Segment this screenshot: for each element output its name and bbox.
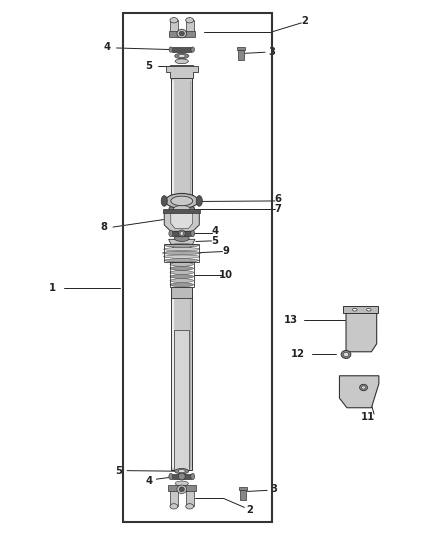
Text: 13: 13 xyxy=(284,315,298,325)
Ellipse shape xyxy=(175,469,189,474)
Text: 5: 5 xyxy=(145,61,152,71)
Bar xyxy=(240,490,246,500)
Polygon shape xyxy=(166,66,198,78)
Ellipse shape xyxy=(175,481,188,486)
Ellipse shape xyxy=(362,386,365,389)
Bar xyxy=(170,65,193,72)
Ellipse shape xyxy=(173,206,190,213)
Ellipse shape xyxy=(169,473,173,480)
Ellipse shape xyxy=(175,59,188,64)
Ellipse shape xyxy=(180,231,184,235)
Text: 4: 4 xyxy=(211,227,218,236)
Bar xyxy=(164,244,199,262)
Text: 7: 7 xyxy=(275,205,282,214)
Ellipse shape xyxy=(170,266,194,270)
Ellipse shape xyxy=(170,283,194,287)
Ellipse shape xyxy=(191,47,194,52)
Ellipse shape xyxy=(343,352,349,357)
Ellipse shape xyxy=(170,279,194,282)
Text: 4: 4 xyxy=(104,42,111,52)
Ellipse shape xyxy=(186,18,194,23)
Ellipse shape xyxy=(165,259,199,262)
Ellipse shape xyxy=(178,470,185,473)
Ellipse shape xyxy=(177,485,187,494)
Ellipse shape xyxy=(179,487,184,491)
Text: 9: 9 xyxy=(222,246,229,255)
Polygon shape xyxy=(346,309,377,352)
Ellipse shape xyxy=(196,196,202,206)
Ellipse shape xyxy=(175,53,189,59)
Bar xyxy=(163,209,200,213)
Ellipse shape xyxy=(169,204,194,214)
Ellipse shape xyxy=(171,196,193,206)
Ellipse shape xyxy=(165,244,199,247)
Text: 8: 8 xyxy=(101,222,108,232)
Ellipse shape xyxy=(186,504,194,509)
Ellipse shape xyxy=(178,473,185,480)
Bar xyxy=(172,47,191,52)
Ellipse shape xyxy=(178,54,185,58)
Ellipse shape xyxy=(170,274,194,278)
Text: 2: 2 xyxy=(246,505,253,515)
Bar xyxy=(237,47,245,50)
Bar xyxy=(170,490,178,506)
Ellipse shape xyxy=(191,473,195,480)
Ellipse shape xyxy=(177,29,187,38)
Text: 12: 12 xyxy=(291,349,305,359)
Bar xyxy=(172,474,191,479)
Bar xyxy=(171,287,192,298)
Ellipse shape xyxy=(162,251,201,255)
Bar xyxy=(239,487,247,490)
Ellipse shape xyxy=(161,196,167,206)
Ellipse shape xyxy=(165,193,198,208)
Text: 5: 5 xyxy=(211,236,218,246)
Bar xyxy=(171,78,192,203)
Bar xyxy=(171,288,192,470)
Text: 4: 4 xyxy=(145,477,152,486)
Ellipse shape xyxy=(170,504,178,509)
Bar xyxy=(168,485,196,491)
Ellipse shape xyxy=(164,247,200,251)
Ellipse shape xyxy=(170,271,194,274)
Bar xyxy=(170,20,178,32)
Ellipse shape xyxy=(341,351,351,358)
Text: 3: 3 xyxy=(270,484,277,494)
Ellipse shape xyxy=(179,31,184,36)
Ellipse shape xyxy=(367,308,371,311)
Ellipse shape xyxy=(353,308,357,311)
Ellipse shape xyxy=(191,230,195,237)
Ellipse shape xyxy=(174,235,189,241)
Bar xyxy=(170,262,194,287)
Text: 2: 2 xyxy=(301,17,308,26)
Text: 11: 11 xyxy=(361,412,375,422)
Bar xyxy=(174,330,189,470)
Ellipse shape xyxy=(169,230,173,237)
Bar xyxy=(186,20,194,32)
Polygon shape xyxy=(169,239,195,250)
Ellipse shape xyxy=(164,255,200,259)
Ellipse shape xyxy=(170,262,194,266)
Ellipse shape xyxy=(170,18,178,23)
Ellipse shape xyxy=(169,47,173,52)
Bar xyxy=(186,490,194,506)
Ellipse shape xyxy=(178,230,185,237)
Bar xyxy=(343,306,378,313)
Polygon shape xyxy=(171,211,193,229)
Text: 1: 1 xyxy=(49,283,56,293)
Polygon shape xyxy=(164,211,199,231)
Ellipse shape xyxy=(360,384,367,391)
Text: 5: 5 xyxy=(115,466,122,475)
Bar xyxy=(238,50,244,60)
Text: 3: 3 xyxy=(268,47,275,57)
Bar xyxy=(169,31,195,37)
Bar xyxy=(172,231,191,236)
Text: 10: 10 xyxy=(219,270,233,280)
Bar xyxy=(123,13,272,522)
Polygon shape xyxy=(339,376,379,408)
Text: 6: 6 xyxy=(275,195,282,204)
